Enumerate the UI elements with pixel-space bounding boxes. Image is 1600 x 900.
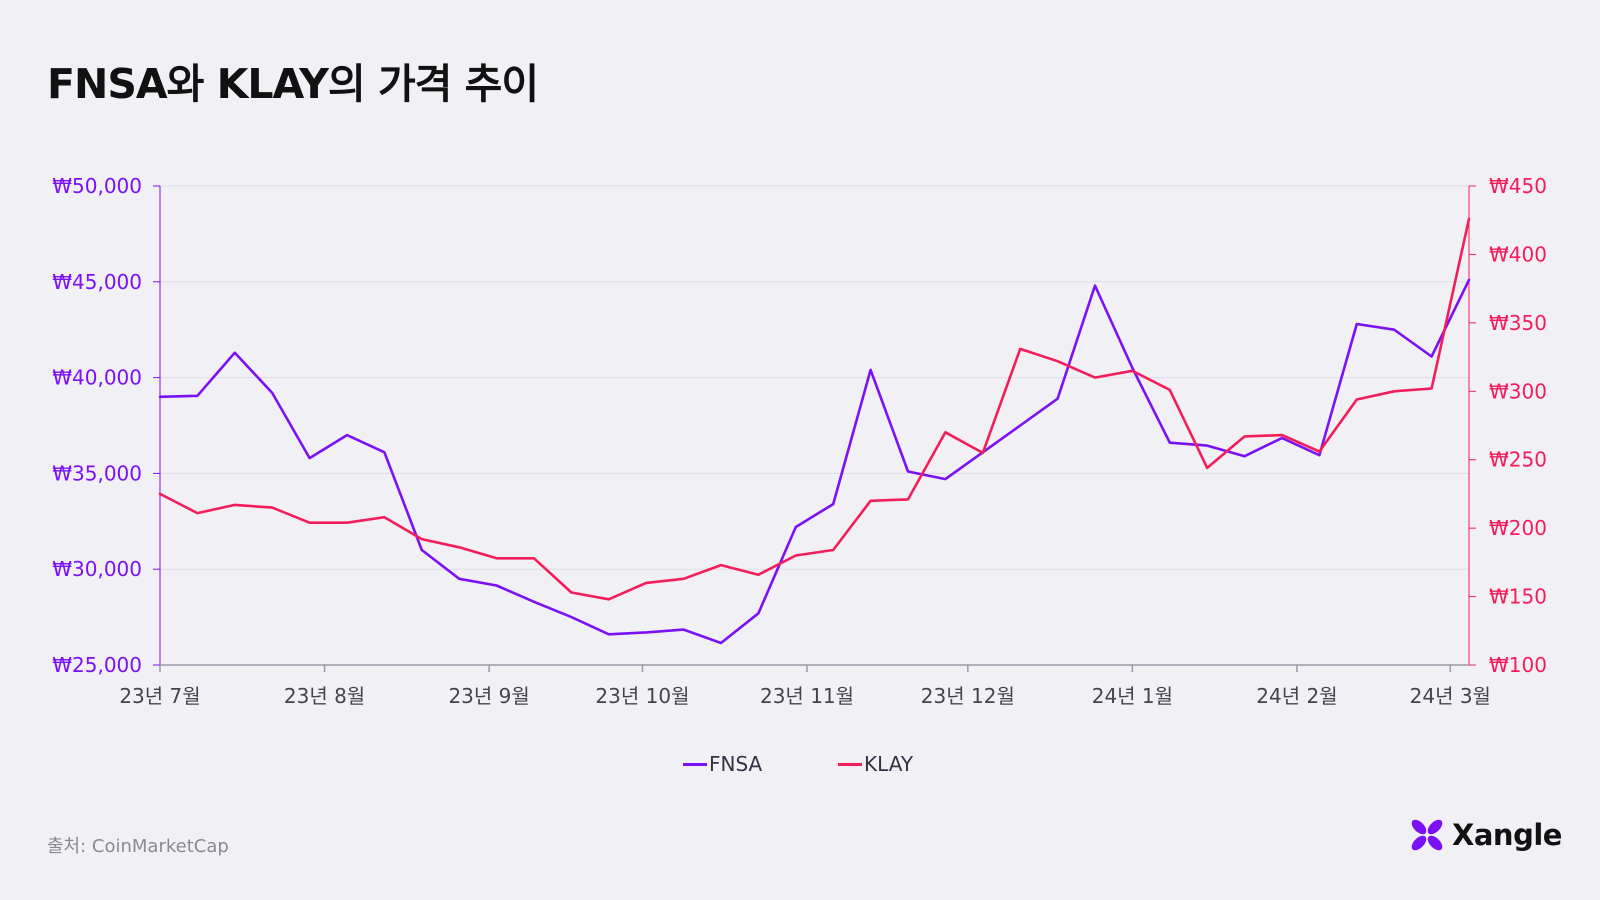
- x-tick-label: 23년 8월: [284, 684, 365, 708]
- legend-label-klay: KLAY: [864, 752, 914, 776]
- x-tick-label: 23년 11월: [760, 684, 854, 708]
- x-tick-label: 23년 7월: [119, 684, 200, 708]
- y-left-tick-label: ₩35,000: [52, 461, 142, 485]
- legend-swatch-fnsa: [683, 762, 707, 766]
- y-left-tick-label: ₩30,000: [52, 557, 142, 581]
- series-line-klay: [158, 217, 1471, 601]
- legend: FNSA KLAY: [0, 752, 1600, 782]
- y-right-tick-label: ₩350: [1489, 311, 1547, 335]
- legend-label-fnsa: FNSA: [709, 752, 763, 776]
- y-left-tick-label: ₩45,000: [52, 270, 142, 294]
- y-left-tick-label: ₩50,000: [52, 174, 142, 198]
- y-right-tick-label: ₩100: [1489, 653, 1547, 677]
- y-right-tick-label: ₩200: [1489, 516, 1547, 540]
- source-note: 출처: CoinMarketCap: [47, 836, 229, 857]
- x-tick-label: 24년 1월: [1092, 684, 1173, 708]
- brand-logo: Xangle: [1410, 818, 1562, 852]
- brand-name: Xangle: [1452, 818, 1562, 852]
- legend-swatch-klay: [838, 762, 862, 766]
- y-left-tick-label: ₩40,000: [52, 366, 142, 390]
- y-right-tick-label: ₩150: [1489, 585, 1547, 609]
- x-tick-label: 24년 2월: [1256, 684, 1337, 708]
- xangle-logo-icon: [1411, 819, 1443, 851]
- legend-item-fnsa: FNSA: [683, 752, 762, 776]
- y-right-tick-label: ₩300: [1489, 379, 1547, 403]
- chart-title: FNSA와 KLAY의 가격 추이: [47, 60, 539, 108]
- y-right-tick-label: ₩250: [1489, 448, 1547, 472]
- x-tick-label: 23년 12월: [921, 684, 1015, 708]
- x-tick-label: 23년 9월: [448, 684, 529, 708]
- legend-item-klay: KLAY: [838, 752, 913, 776]
- y-left-tick-label: ₩25,000: [52, 653, 142, 677]
- y-right-tick-label: ₩400: [1489, 242, 1547, 266]
- x-tick-label: 24년 3월: [1410, 684, 1491, 708]
- x-tick-label: 23년 10월: [595, 684, 689, 708]
- series-line-fnsa: [158, 278, 1471, 645]
- y-right-tick-label: ₩450: [1489, 174, 1547, 198]
